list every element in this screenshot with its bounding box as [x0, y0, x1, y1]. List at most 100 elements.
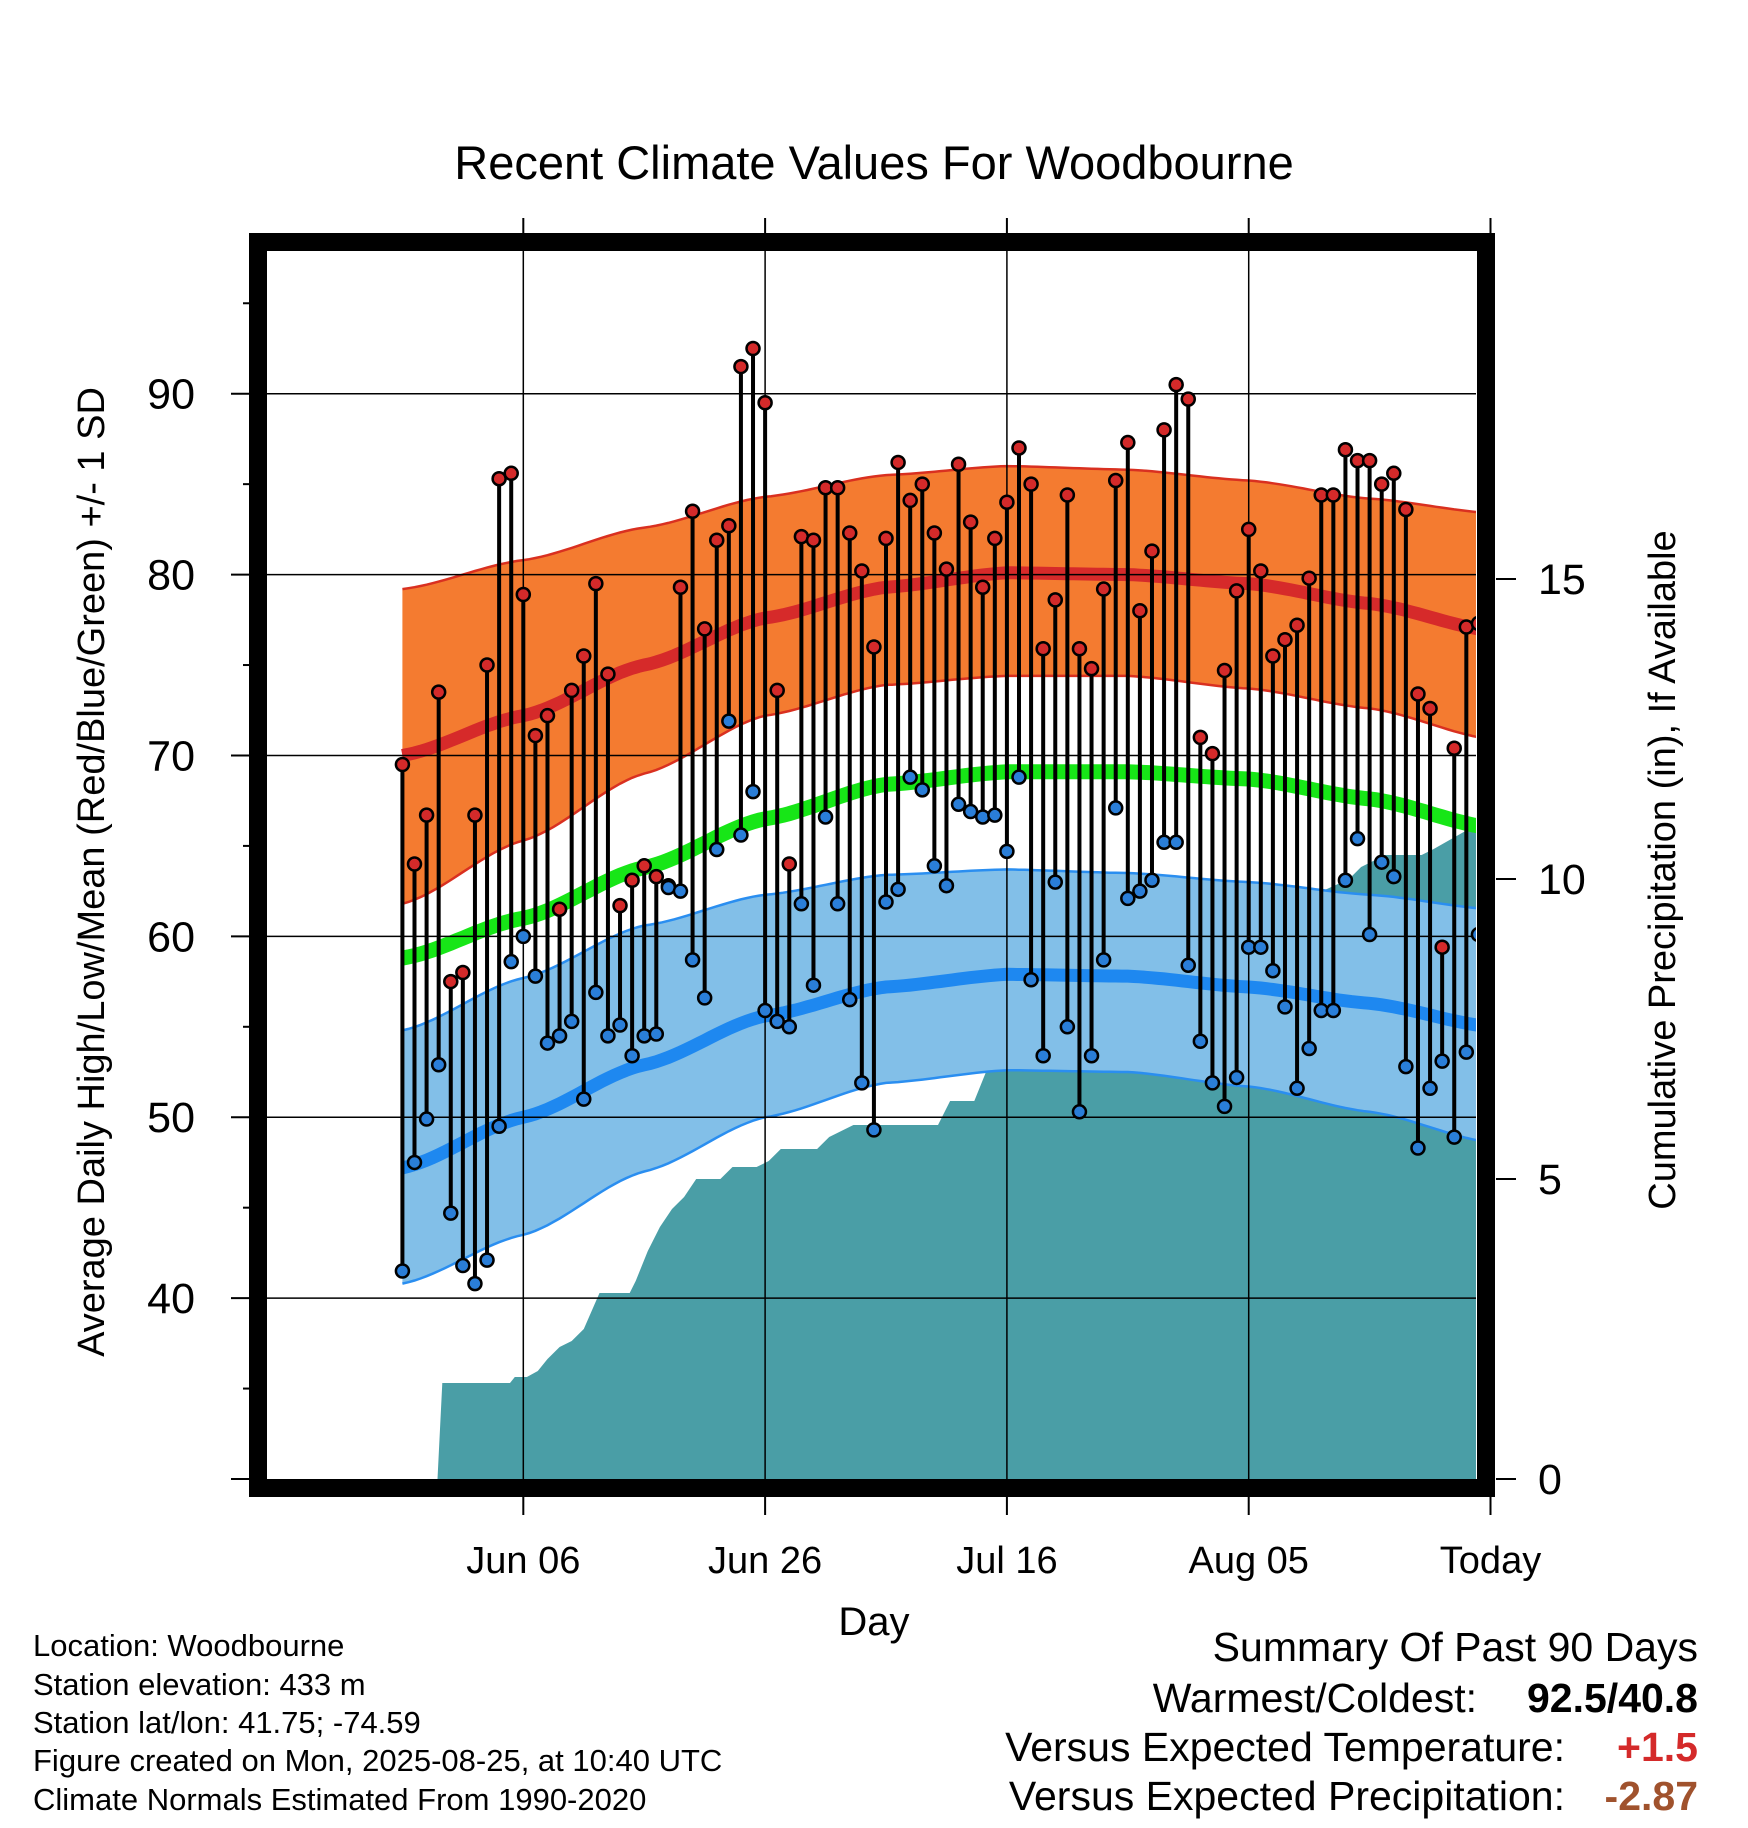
daily-high-point: [503, 465, 519, 482]
daily-low-point: [455, 1257, 471, 1274]
daily-low-point: [563, 1013, 580, 1030]
daily-low-point: [394, 1263, 411, 1279]
low-sd-lower-line: [402, 1068, 1476, 1285]
daily-low-point: [1132, 883, 1148, 899]
daily-high-point: [1095, 581, 1112, 597]
y2-tick-label: 0: [1538, 1456, 1562, 1504]
daily-high-point: [406, 856, 423, 872]
daily-high-point: [914, 476, 931, 492]
daily-high-point: [890, 454, 906, 471]
temp-anomaly-label: Versus Expected Temperature:: [1005, 1724, 1565, 1770]
daily-low-point: [1361, 926, 1378, 943]
daily-low-point: [1398, 1058, 1414, 1075]
daily-high-point: [1071, 641, 1088, 657]
daily-low-point: [515, 928, 532, 945]
daily-high-point: [1204, 745, 1221, 762]
daily-low-point: [902, 769, 918, 785]
normal-low-line: [400, 967, 1476, 1175]
daily-low-point: [1083, 1047, 1100, 1064]
daily-low-point: [672, 883, 689, 899]
daily-high-point: [672, 579, 689, 595]
daily-high-point: [987, 530, 1003, 547]
daily-high-point: [950, 456, 967, 472]
y2-tick-label: 5: [1538, 1156, 1562, 1204]
daily-high-point: [1035, 641, 1051, 657]
daily-low-point: [1253, 939, 1269, 955]
daily-high-point: [926, 525, 943, 541]
daily-high-point: [962, 514, 979, 530]
daily-low-point: [866, 1122, 882, 1138]
daily-high-point: [612, 897, 628, 914]
daily-high-point: [1240, 521, 1257, 538]
daily-high-point: [600, 666, 616, 682]
daily-low-point: [721, 713, 737, 729]
daily-low-point: [1011, 769, 1027, 785]
daily-low-point: [406, 1154, 423, 1171]
daily-low-point: [769, 1013, 785, 1030]
daily-high-point: [1361, 452, 1378, 469]
daily-low-point: [793, 896, 810, 912]
daily-high-point: [551, 901, 568, 917]
daily-high-point: [1265, 648, 1281, 664]
daily-low-point: [1349, 830, 1366, 847]
y-tick-label: 60: [147, 913, 195, 961]
daily-low-point: [914, 782, 931, 798]
daily-low-point: [1458, 1044, 1475, 1060]
daily-low-point: [1337, 872, 1354, 889]
daily-low-point: [551, 1028, 568, 1044]
daily-high-point: [636, 858, 652, 874]
daily-low-point: [588, 984, 604, 1001]
daily-high-point: [1398, 501, 1414, 518]
daily-high-point: [696, 621, 713, 637]
daily-low-point: [1144, 872, 1160, 889]
climate-normals-period: Climate Normals Estimated From 1990-2020: [33, 1782, 647, 1817]
daily-low-point: [1120, 890, 1136, 907]
daily-high-point: [576, 648, 592, 664]
daily-high-point: [1132, 603, 1148, 619]
daily-high-point: [854, 563, 870, 579]
daily-low-point: [745, 783, 761, 800]
daily-low-point: [1204, 1075, 1221, 1091]
daily-high-point: [515, 586, 532, 603]
daily-low-point: [527, 968, 544, 984]
x-tick-label: Jun 06: [466, 1540, 580, 1582]
x-tick-label: Aug 05: [1188, 1540, 1308, 1582]
daily-high-point: [757, 395, 773, 411]
daily-low-point: [938, 877, 955, 894]
daily-high-point: [563, 682, 580, 699]
daily-high-point: [769, 682, 785, 699]
precip-anomaly-value: -2.87: [1604, 1773, 1698, 1819]
daily-low-point: [1095, 952, 1112, 968]
daily-high-point: [1410, 686, 1426, 702]
daily-low-point: [491, 1118, 507, 1135]
daily-low-point: [962, 803, 979, 820]
daily-high-point: [841, 525, 858, 541]
daily-low-point: [950, 796, 967, 813]
daily-low-point: [1023, 972, 1039, 988]
daily-high-point: [418, 807, 435, 823]
daily-low-point: [636, 1028, 652, 1044]
daily-high-point: [491, 470, 507, 487]
daily-high-point: [539, 707, 556, 724]
y2-tick-label: 10: [1538, 856, 1586, 904]
daily-high-point: [394, 756, 411, 773]
daily-low-point: [926, 858, 943, 874]
daily-high-point: [902, 492, 918, 509]
daily-high-point: [1337, 442, 1354, 458]
normal-high-line: [401, 566, 1476, 762]
daily-high-point: [781, 856, 798, 872]
warm-cold-label: Warmest/Coldest:: [1152, 1675, 1477, 1721]
daily-high-point: [733, 358, 749, 375]
daily-low-point: [648, 1026, 665, 1042]
daily-low-point: [1301, 1040, 1317, 1057]
daily-low-point: [841, 991, 858, 1008]
daily-low-point: [1386, 868, 1402, 885]
daily-high-point: [1301, 570, 1317, 586]
y2-axis-label: Cumulative Precipitation (in), If Availa…: [1642, 530, 1684, 1209]
daily-low-point: [1446, 1129, 1462, 1145]
daily-low-point: [708, 841, 725, 858]
y-tick-label: 50: [147, 1094, 195, 1142]
daily-low-point: [1277, 999, 1293, 1015]
daily-high-point: [938, 561, 955, 577]
daily-low-point: [430, 1057, 447, 1073]
